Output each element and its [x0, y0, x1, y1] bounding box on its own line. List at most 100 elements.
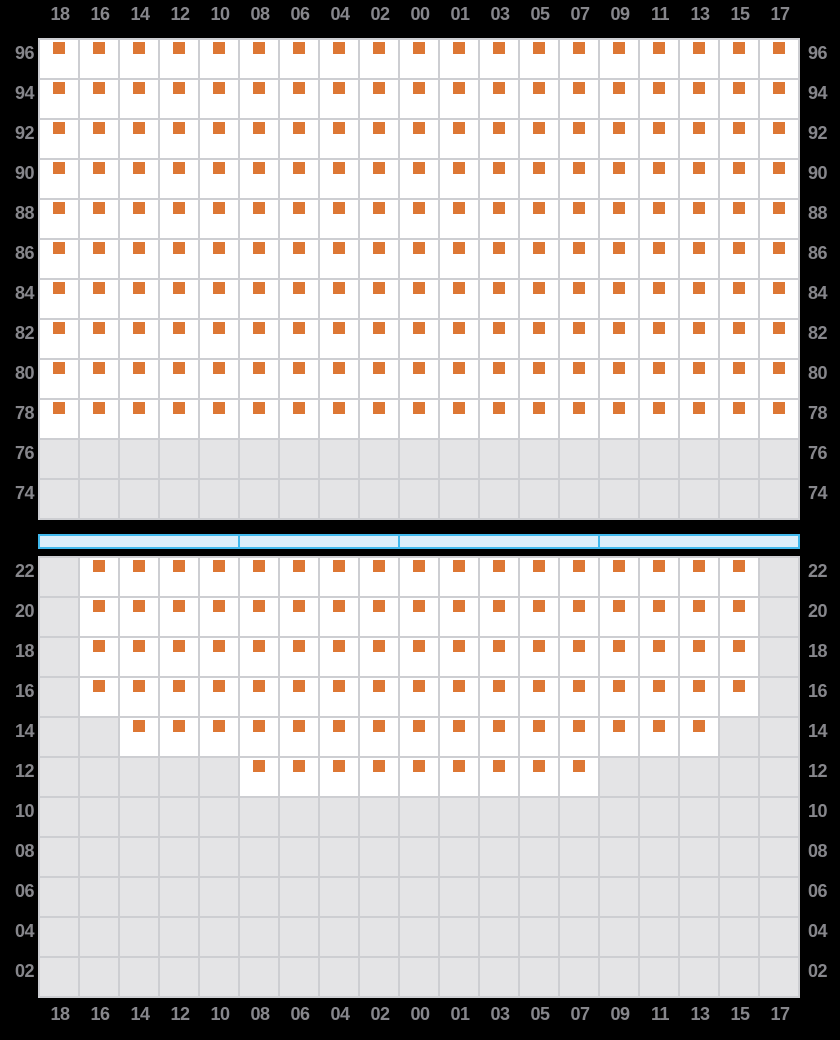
seat-cell-available[interactable] — [240, 360, 278, 398]
seat-cell-available[interactable] — [400, 758, 438, 796]
seat-cell-available[interactable] — [680, 320, 718, 358]
seat-cell-available[interactable] — [240, 598, 278, 636]
seat-cell-available[interactable] — [320, 758, 358, 796]
seat-cell-available[interactable] — [640, 718, 678, 756]
seat-cell-available[interactable] — [560, 200, 598, 238]
seat-cell-available[interactable] — [120, 200, 158, 238]
seat-cell-available[interactable] — [320, 240, 358, 278]
seat-cell-available[interactable] — [40, 40, 78, 78]
seat-cell-available[interactable] — [440, 40, 478, 78]
seat-cell-available[interactable] — [720, 160, 758, 198]
seat-cell-available[interactable] — [480, 200, 518, 238]
seat-cell-available[interactable] — [200, 160, 238, 198]
seat-cell-available[interactable] — [760, 80, 798, 118]
seat-cell-available[interactable] — [120, 240, 158, 278]
seat-cell-available[interactable] — [520, 80, 558, 118]
seat-cell-available[interactable] — [640, 598, 678, 636]
seat-cell-available[interactable] — [480, 120, 518, 158]
seat-cell-available[interactable] — [640, 320, 678, 358]
seat-cell-available[interactable] — [520, 598, 558, 636]
seat-cell-available[interactable] — [520, 718, 558, 756]
seat-cell-available[interactable] — [80, 400, 118, 438]
seat-cell-available[interactable] — [80, 120, 118, 158]
seat-cell-available[interactable] — [560, 678, 598, 716]
seat-cell-available[interactable] — [520, 638, 558, 676]
seat-cell-available[interactable] — [320, 280, 358, 318]
seat-cell-available[interactable] — [240, 120, 278, 158]
seat-cell-available[interactable] — [680, 120, 718, 158]
seat-cell-available[interactable] — [640, 678, 678, 716]
seat-cell-available[interactable] — [200, 638, 238, 676]
seat-cell-available[interactable] — [280, 80, 318, 118]
seat-cell-available[interactable] — [160, 320, 198, 358]
seat-cell-available[interactable] — [320, 638, 358, 676]
seat-cell-available[interactable] — [280, 160, 318, 198]
seat-cell-available[interactable] — [640, 80, 678, 118]
seat-cell-available[interactable] — [400, 638, 438, 676]
seat-cell-available[interactable] — [680, 360, 718, 398]
seat-cell-available[interactable] — [120, 718, 158, 756]
seat-cell-available[interactable] — [680, 240, 718, 278]
seat-cell-available[interactable] — [680, 200, 718, 238]
seat-cell-available[interactable] — [760, 40, 798, 78]
seat-cell-available[interactable] — [280, 758, 318, 796]
seat-cell-available[interactable] — [160, 400, 198, 438]
seat-cell-available[interactable] — [600, 240, 638, 278]
seat-cell-available[interactable] — [720, 678, 758, 716]
seat-cell-available[interactable] — [560, 360, 598, 398]
seat-cell-available[interactable] — [80, 240, 118, 278]
seat-cell-available[interactable] — [520, 240, 558, 278]
seat-cell-available[interactable] — [760, 360, 798, 398]
seat-cell-available[interactable] — [280, 598, 318, 636]
seat-cell-available[interactable] — [280, 240, 318, 278]
seat-cell-available[interactable] — [720, 80, 758, 118]
seat-cell-available[interactable] — [120, 320, 158, 358]
seat-cell-available[interactable] — [240, 758, 278, 796]
seat-cell-available[interactable] — [400, 240, 438, 278]
seat-cell-available[interactable] — [760, 160, 798, 198]
seat-cell-available[interactable] — [720, 360, 758, 398]
seat-cell-available[interactable] — [240, 558, 278, 596]
seat-cell-available[interactable] — [400, 40, 438, 78]
seat-cell-available[interactable] — [40, 120, 78, 158]
seat-cell-available[interactable] — [600, 558, 638, 596]
seat-cell-available[interactable] — [640, 280, 678, 318]
seat-cell-available[interactable] — [480, 160, 518, 198]
seat-cell-available[interactable] — [680, 400, 718, 438]
seat-cell-available[interactable] — [440, 240, 478, 278]
seat-cell-available[interactable] — [760, 320, 798, 358]
seat-cell-available[interactable] — [440, 678, 478, 716]
seat-cell-available[interactable] — [400, 160, 438, 198]
seat-cell-available[interactable] — [160, 80, 198, 118]
seat-cell-available[interactable] — [560, 638, 598, 676]
seat-cell-available[interactable] — [520, 360, 558, 398]
seat-cell-available[interactable] — [760, 280, 798, 318]
seat-cell-available[interactable] — [320, 400, 358, 438]
seat-cell-available[interactable] — [560, 400, 598, 438]
seat-cell-available[interactable] — [320, 200, 358, 238]
seat-cell-available[interactable] — [120, 80, 158, 118]
seat-cell-available[interactable] — [680, 678, 718, 716]
seat-cell-available[interactable] — [280, 200, 318, 238]
seat-cell-available[interactable] — [560, 120, 598, 158]
seat-cell-available[interactable] — [640, 558, 678, 596]
seat-cell-available[interactable] — [280, 360, 318, 398]
seat-cell-available[interactable] — [440, 558, 478, 596]
seat-cell-available[interactable] — [240, 678, 278, 716]
seat-cell-available[interactable] — [600, 200, 638, 238]
seat-cell-available[interactable] — [520, 758, 558, 796]
seat-cell-available[interactable] — [160, 240, 198, 278]
seat-cell-available[interactable] — [200, 558, 238, 596]
seat-cell-available[interactable] — [440, 80, 478, 118]
seat-cell-available[interactable] — [480, 558, 518, 596]
seat-cell-available[interactable] — [360, 360, 398, 398]
seat-cell-available[interactable] — [440, 160, 478, 198]
seat-cell-available[interactable] — [680, 638, 718, 676]
seat-cell-available[interactable] — [80, 360, 118, 398]
seat-cell-available[interactable] — [760, 240, 798, 278]
seat-cell-available[interactable] — [40, 80, 78, 118]
seat-cell-available[interactable] — [360, 240, 398, 278]
seat-cell-available[interactable] — [240, 240, 278, 278]
seat-cell-available[interactable] — [200, 320, 238, 358]
seat-cell-available[interactable] — [400, 320, 438, 358]
